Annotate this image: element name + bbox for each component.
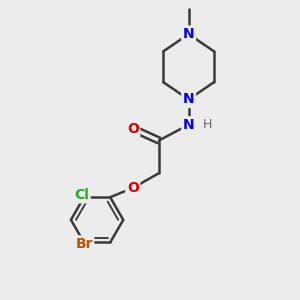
Text: N: N [183, 118, 194, 132]
Text: H: H [203, 118, 212, 130]
Text: O: O [127, 181, 139, 195]
Text: Br: Br [75, 237, 93, 251]
Text: N: N [183, 27, 194, 41]
Text: N: N [183, 92, 194, 106]
Text: O: O [127, 122, 139, 136]
Text: Cl: Cl [74, 188, 89, 202]
